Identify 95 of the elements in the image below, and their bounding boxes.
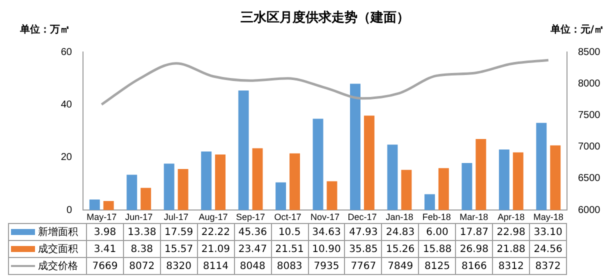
data-label: 22.22	[197, 224, 234, 240]
bar	[89, 200, 100, 210]
x-tick-label: Jun-17	[125, 212, 153, 222]
data-label: 33.10	[530, 224, 566, 240]
data-label: 26.98	[456, 240, 493, 258]
bar	[462, 162, 472, 210]
bar	[215, 154, 226, 210]
bar	[164, 164, 174, 210]
data-label: 8312	[492, 258, 530, 274]
y2-tick-label: 6000	[578, 204, 601, 216]
bar	[140, 188, 152, 210]
data-label: 13.38	[123, 224, 160, 240]
data-label: 8072	[123, 258, 160, 274]
y-axis-title: 单位：万㎡	[19, 24, 70, 36]
bar	[276, 182, 286, 210]
data-label: 3.98	[86, 224, 124, 240]
x-tick-label: Feb-18	[422, 212, 451, 222]
bar	[476, 138, 486, 210]
data-label: 7849	[382, 258, 419, 274]
x-tick-label: Dec-17	[348, 212, 377, 222]
bar	[126, 174, 138, 210]
bar	[424, 194, 435, 210]
bar	[512, 152, 524, 210]
bar	[536, 122, 547, 210]
x-tick-label: Jul-17	[164, 212, 188, 222]
data-label: 8125	[418, 258, 456, 274]
bar	[498, 149, 510, 210]
x-tick-label: Oct-17	[274, 212, 302, 222]
x-tick-label: Jan-18	[386, 212, 414, 222]
y2-tick-label: 6500	[578, 173, 601, 184]
y2-tick-label: 8000	[578, 78, 601, 90]
data-label: 21.88	[492, 240, 530, 258]
data-label: 10.90	[308, 240, 345, 258]
x-tick-label: Sep-17	[236, 212, 266, 222]
legend-label: 新增面积	[8, 224, 86, 240]
data-label: 6.00	[418, 224, 456, 240]
data-label: 8166	[456, 258, 493, 274]
data-label: 7767	[344, 258, 382, 274]
x-tick-label: Nov-17	[310, 212, 340, 222]
y-tick-label: 40	[60, 99, 72, 110]
data-label: 23.47	[234, 240, 272, 258]
data-label: 22.98	[492, 224, 530, 240]
data-label: 15.26	[382, 240, 419, 258]
data-label: 8083	[271, 258, 308, 274]
data-label: 34.63	[308, 224, 345, 240]
bar	[364, 116, 374, 210]
data-label: 8048	[234, 258, 272, 274]
data-label: 8.38	[123, 240, 160, 258]
chart-title: 三水区月度供求走势（建面）	[240, 9, 410, 26]
bar	[438, 168, 449, 210]
data-label: 47.93	[344, 224, 382, 240]
data-label: 35.85	[344, 240, 382, 258]
y2-axis-title: 单位：元/㎡	[549, 24, 604, 36]
x-tick-label: May-17	[86, 212, 117, 222]
data-label: 3.41	[86, 240, 124, 258]
data-label: 17.87	[456, 224, 493, 240]
data-label: 24.56	[530, 240, 566, 258]
data-label: 15.88	[418, 240, 456, 258]
bar	[201, 151, 212, 210]
data-label: 21.51	[271, 240, 308, 258]
bar	[401, 170, 412, 210]
data-label: 45.36	[234, 224, 272, 240]
y-tick-label: 0	[66, 204, 72, 216]
bar	[103, 201, 114, 210]
bar	[312, 118, 324, 210]
x-tick-label: Aug-17	[198, 212, 228, 222]
data-label: 7935	[308, 258, 345, 274]
bar	[387, 144, 398, 210]
data-label: 8114	[197, 258, 234, 274]
data-label: 8372	[530, 258, 566, 274]
data-label: 10.5	[271, 224, 308, 240]
y2-tick-label: 7000	[578, 142, 601, 153]
x-tick-label: Apr-18	[498, 212, 525, 222]
y-tick-label: 20	[60, 152, 72, 164]
data-label: 17.59	[160, 224, 198, 240]
data-label: 8320	[160, 258, 198, 274]
bar	[238, 90, 249, 210]
bar	[326, 181, 338, 210]
bar	[350, 84, 360, 210]
x-tick-label: Mar-18	[460, 212, 488, 222]
data-label: 7669	[86, 258, 124, 274]
data-label: 15.57	[160, 240, 198, 258]
bar	[550, 145, 561, 210]
bar	[252, 148, 263, 210]
legend-label: 成交价格	[8, 258, 86, 274]
y2-tick-label: 8500	[578, 46, 601, 58]
bar	[178, 169, 188, 210]
x-tick-label: May-18	[533, 212, 564, 222]
line-series	[100, 58, 550, 106]
y-tick-label: 60	[60, 46, 72, 58]
data-label: 24.83	[382, 224, 419, 240]
legend-label: 成交面积	[8, 240, 86, 258]
y2-tick-label: 7500	[578, 110, 601, 121]
data-label: 21.09	[197, 240, 234, 258]
bar	[290, 153, 300, 210]
